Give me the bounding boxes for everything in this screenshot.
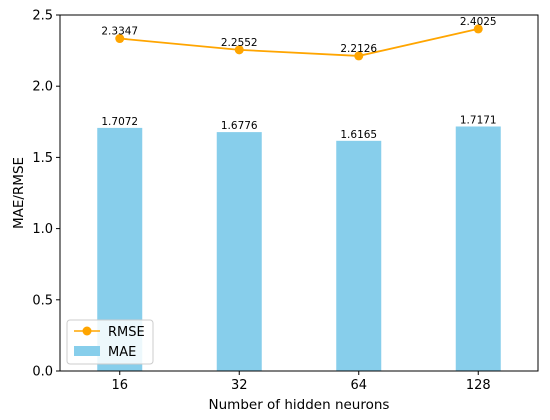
rmse-point-64 [354, 51, 364, 61]
bar-mae-64 [336, 140, 382, 371]
x-tick-label: 32 [231, 378, 248, 393]
mae-value-label: 1.7072 [101, 116, 138, 128]
y-tick-label: 2.5 [32, 9, 53, 24]
rmse-line [119, 28, 479, 57]
mae-value-label: 1.6776 [221, 120, 258, 132]
rmse-value-label: 2.2552 [221, 37, 258, 49]
legend-mae-patch [74, 346, 100, 356]
legend-mae-label: MAE [108, 345, 136, 360]
rmse-value-label: 2.2126 [340, 43, 377, 55]
rmse-value-label: 2.4025 [460, 16, 497, 28]
bar-mae-128 [455, 126, 501, 372]
mae-value-label: 1.7171 [460, 114, 497, 126]
x-tick-label: 128 [466, 378, 491, 393]
line-series-rmse [115, 24, 483, 61]
legend-rmse-label: RMSE [108, 325, 145, 340]
y-tick-label: 0.5 [32, 293, 53, 308]
x-axis-ticks: 16 32 64 128 [111, 371, 491, 393]
y-tick-label: 2.0 [32, 80, 53, 95]
x-tick-label: 16 [111, 378, 128, 393]
bar-series-mae [97, 126, 501, 372]
rmse-value-label: 2.3347 [101, 26, 138, 38]
y-tick-label: 0.0 [32, 365, 53, 380]
data-labels: 1.7072 1.6776 1.6165 1.7171 2.3347 2.2552 2.21… [101, 16, 496, 141]
x-tick-label: 64 [350, 378, 367, 393]
y-tick-label: 1.5 [32, 151, 53, 166]
x-axis-label: Number of hidden neurons [209, 397, 390, 413]
y-axis-label: MAE/RMSE [11, 157, 27, 229]
rmse-point-16 [115, 34, 125, 44]
rmse-point-128 [473, 24, 483, 34]
legend-rmse-marker-icon [82, 326, 92, 336]
plot-frame [59, 14, 539, 372]
bar-mae-32 [216, 132, 262, 371]
y-axis-ticks: 0.0 0.5 1.0 1.5 2.0 2.5 [32, 9, 60, 380]
mae-value-label: 1.6165 [340, 129, 377, 141]
y-tick-label: 1.0 [32, 222, 53, 237]
rmse-point-32 [234, 45, 244, 55]
legend: RMSE MAE [66, 319, 154, 365]
